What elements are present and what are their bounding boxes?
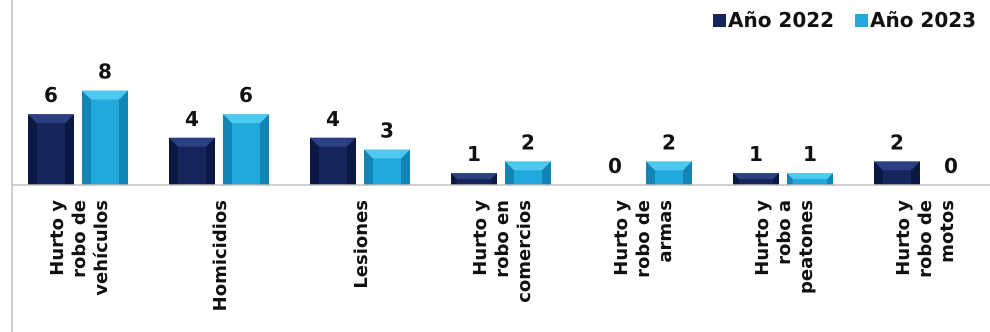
- bar-2022-5: [733, 173, 779, 185]
- category-label-line: Lesiones: [351, 200, 372, 289]
- bar-2023-1: [223, 114, 269, 185]
- category-label-5: Hurto y robo a peatones: [752, 200, 817, 294]
- category-label-line: peatones: [796, 200, 817, 294]
- value-label-2022-1: 4: [185, 107, 199, 131]
- category-label-line: comercios: [514, 200, 535, 303]
- axes-group: [11, 0, 990, 332]
- category-label-line: Homicidios: [210, 200, 231, 311]
- legend-label-2022: Año 2022: [728, 8, 834, 32]
- category-label-line: armas: [655, 200, 676, 263]
- category-label-line: robo de: [915, 200, 936, 278]
- legend: Año 2022 Año 2023: [713, 8, 976, 32]
- bar-2023-3: [505, 161, 551, 185]
- category-label-2: Lesiones: [351, 200, 372, 289]
- category-label-0: Hurto y robo de vehículos: [47, 200, 112, 296]
- category-label-6: Hurto y robo de motos: [893, 200, 958, 278]
- value-label-2022-4: 0: [608, 154, 622, 178]
- value-label-2023-3: 2: [521, 130, 535, 154]
- value-label-2022-6: 2: [890, 130, 904, 154]
- value-label-2023-4: 2: [662, 130, 676, 154]
- bars-group: [28, 90, 920, 185]
- value-label-2023-2: 3: [380, 119, 394, 143]
- legend-swatch-2022: [713, 14, 726, 27]
- category-label-line: robo en: [492, 200, 513, 278]
- bar-2022-1: [169, 137, 215, 185]
- category-label-line: Hurto y: [611, 200, 632, 276]
- bar-2022-0: [28, 114, 74, 185]
- value-label-2023-5: 1: [803, 142, 817, 166]
- category-label-line: vehículos: [91, 200, 112, 296]
- value-label-2022-0: 6: [44, 83, 58, 107]
- category-label-line: Hurto y: [752, 200, 773, 276]
- category-label-3: Hurto y robo en comercios: [470, 200, 535, 303]
- category-label-line: Hurto y: [47, 200, 68, 276]
- bar-2022-6: [874, 161, 920, 185]
- value-label-2022-3: 1: [467, 142, 481, 166]
- category-label-line: robo a: [774, 200, 795, 265]
- category-label-line: Hurto y: [893, 200, 914, 276]
- bar-2023-4: [646, 161, 692, 185]
- legend-label-2023: Año 2023: [870, 8, 976, 32]
- category-label-4: Hurto y robo de armas: [611, 200, 676, 278]
- value-label-2022-5: 1: [749, 142, 763, 166]
- bar-2023-2: [364, 149, 410, 185]
- category-label-line: robo de: [633, 200, 654, 278]
- bar-2023-5: [787, 173, 833, 185]
- value-labels-group: 6 8 4 6 4 3 1 2 0 2 1 1 2 0: [44, 60, 958, 178]
- category-labels-group: Hurto y robo de vehículos Homicidios Lesione…: [47, 200, 958, 312]
- legend-swatch-2023: [855, 14, 868, 27]
- value-label-2023-0: 8: [98, 60, 112, 84]
- bar-2023-0: [82, 90, 128, 185]
- value-label-2023-1: 6: [239, 83, 253, 107]
- value-label-2023-6: 0: [944, 154, 958, 178]
- category-label-line: motos: [937, 200, 958, 263]
- category-label-line: Hurto y: [470, 200, 491, 276]
- bar-2022-3: [451, 173, 497, 185]
- category-label-1: Homicidios: [210, 200, 231, 311]
- value-label-2022-2: 4: [326, 107, 340, 131]
- bar-2022-2: [310, 137, 356, 185]
- category-label-line: robo de: [69, 200, 90, 278]
